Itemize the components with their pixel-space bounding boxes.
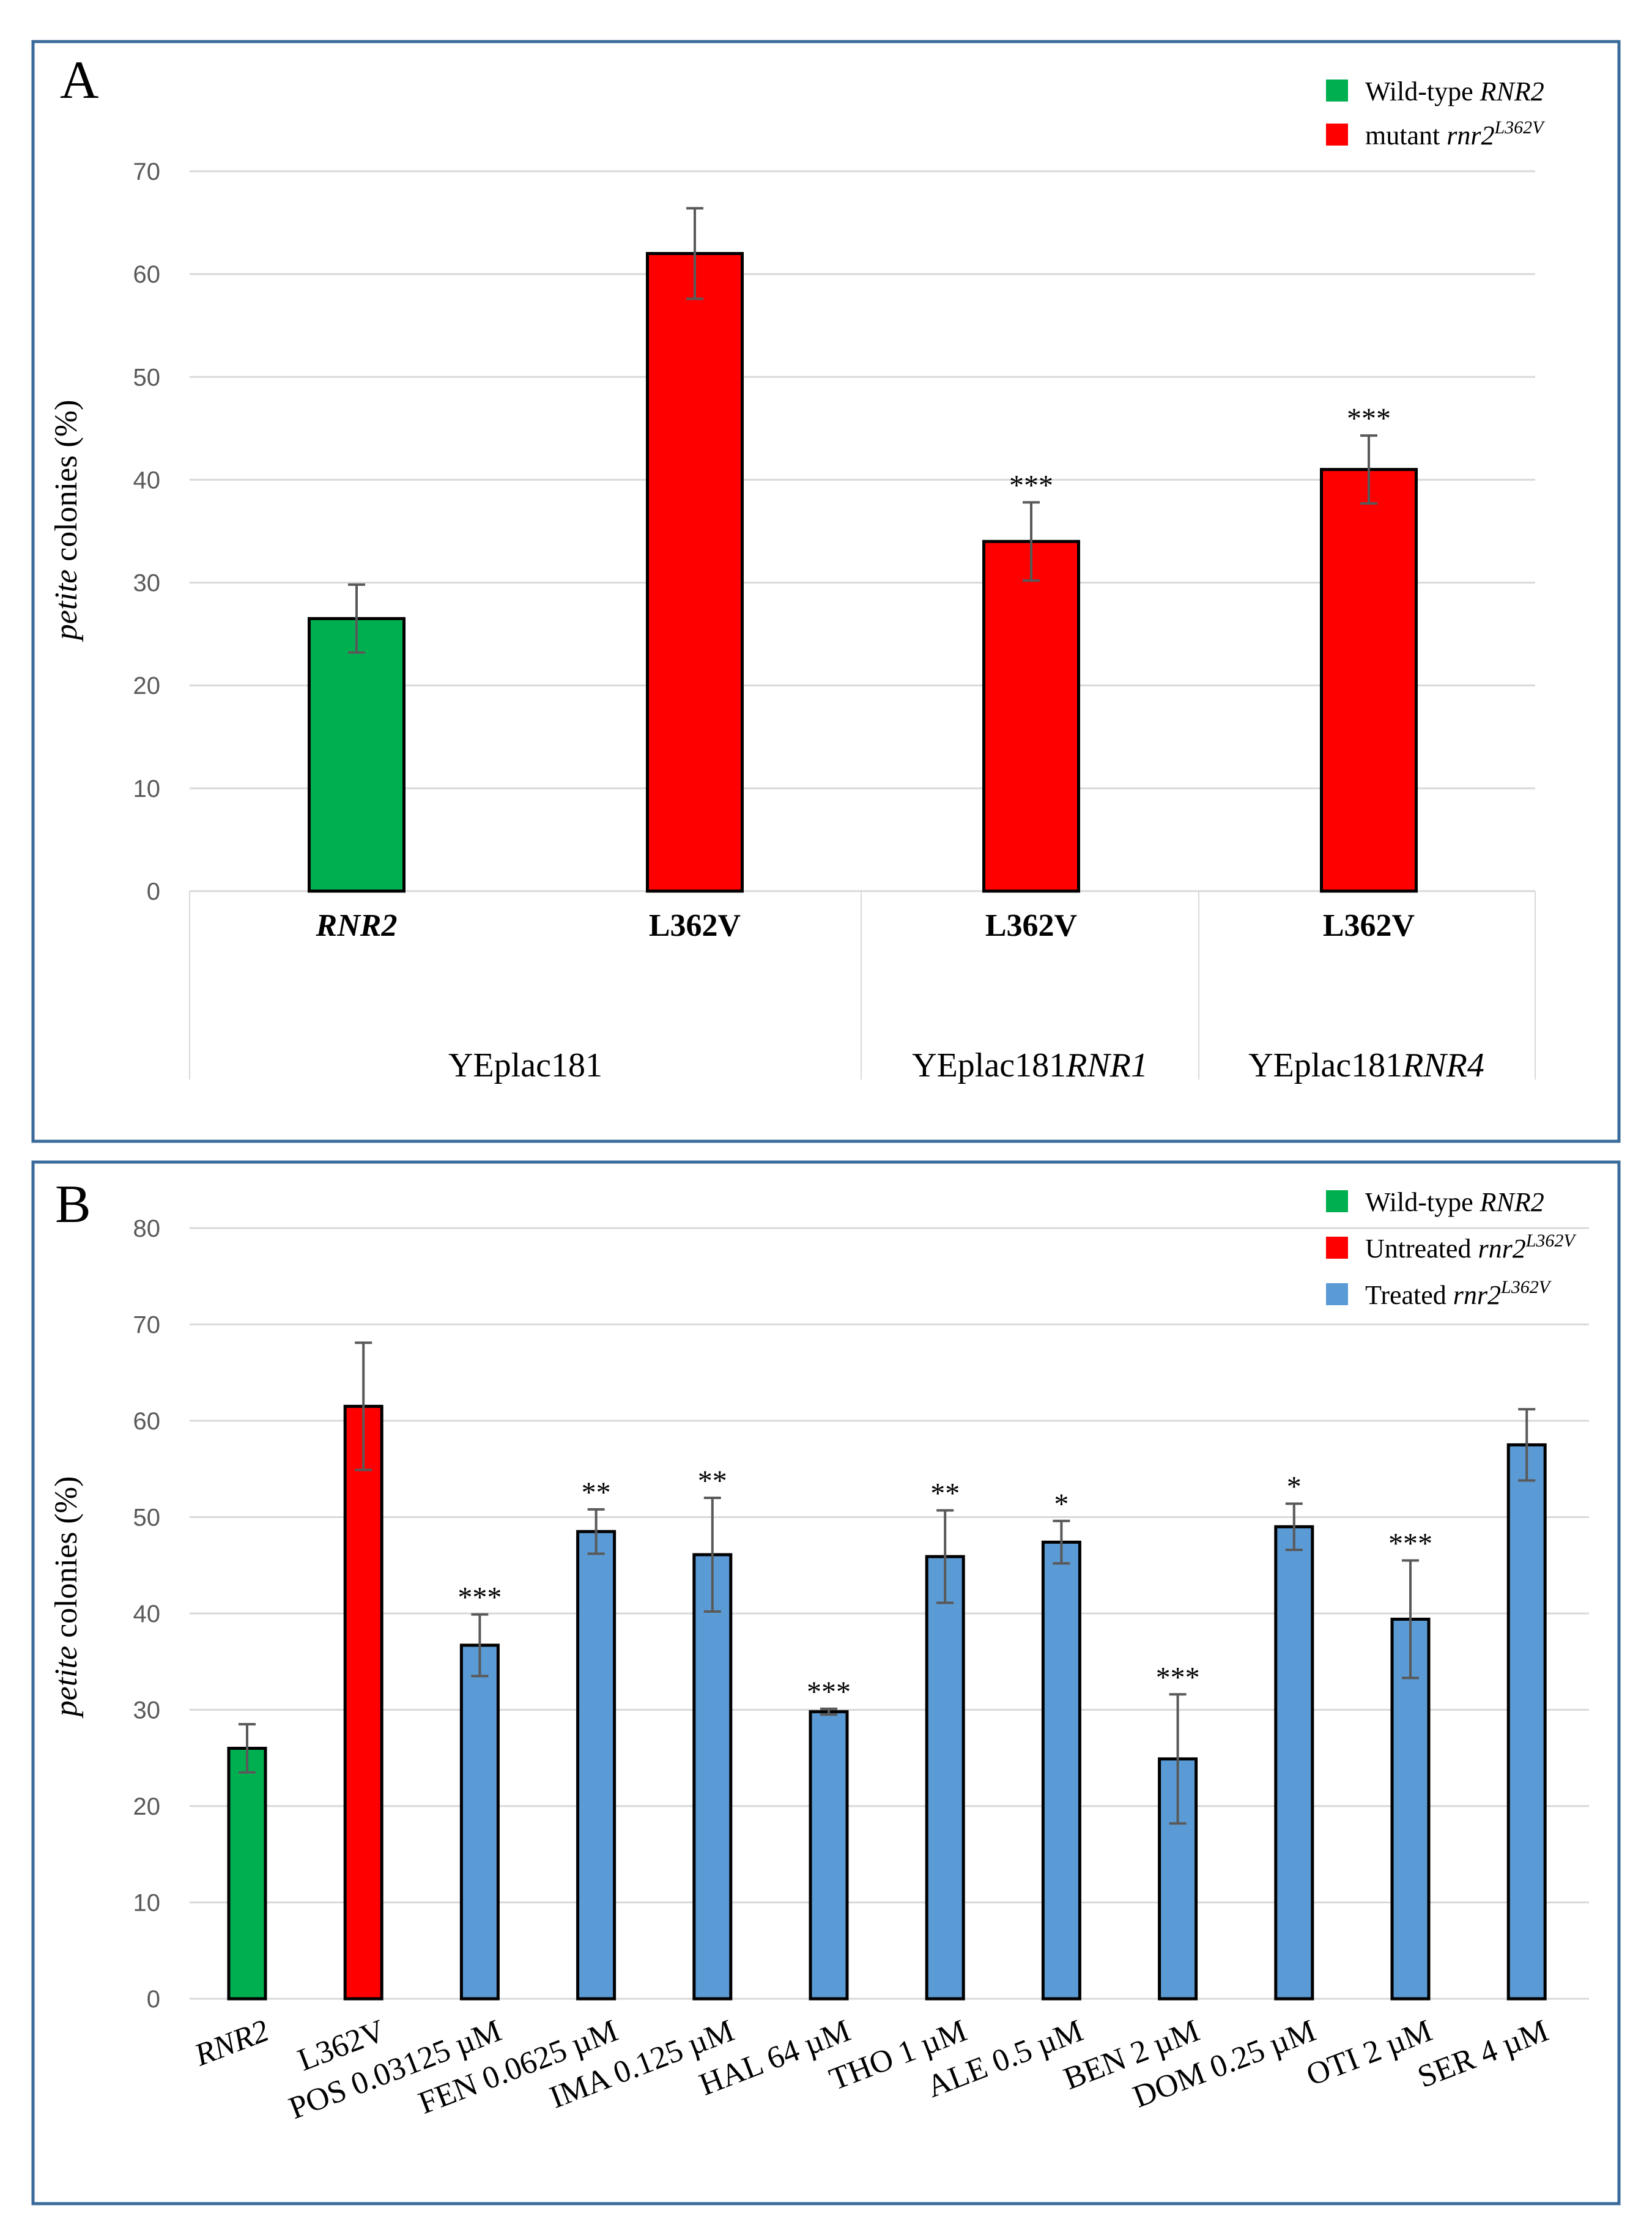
panel-a-ylabel-italic: petite <box>49 569 84 643</box>
panel-b-legend-swatch <box>1326 1237 1348 1259</box>
panel-b-significance-label: * <box>1054 1488 1069 1520</box>
panel-a-category-label: RNR2 <box>316 908 398 943</box>
panel-b-bar <box>343 1404 383 2001</box>
panel-b-bar <box>576 1530 617 2001</box>
panel-b-legend-italic: rnr2 <box>1453 1280 1501 1310</box>
panel-b-ytick-label: 20 <box>133 1793 161 1820</box>
panel-b-legend-italic: RNR2 <box>1480 1187 1544 1217</box>
panel-b-bar <box>1041 1540 1081 2001</box>
panel-a-legend-italic: rnr2 <box>1446 120 1494 150</box>
panel-b-legend-label: Wild-type RNR2 <box>1365 1187 1544 1217</box>
panel-a-bar <box>308 617 406 893</box>
panel-a-category-label: L362V <box>985 908 1077 943</box>
panel-b-ytick-label: 10 <box>133 1890 161 1917</box>
panel-b-ytick-label: 70 <box>133 1312 161 1339</box>
panel-b-category-label: SER 4 µM <box>1413 2013 1553 2095</box>
panel-b-significance-label: *** <box>807 1676 851 1708</box>
panel-a-ylabel: petite colonies (%) <box>49 400 84 643</box>
panel-a-ytick-label: 50 <box>133 364 161 391</box>
panel-b-ylabel-rest: colonies (%) <box>49 1476 84 1646</box>
panel-a-letter: A <box>60 51 99 110</box>
panel-b-legend-swatch <box>1326 1190 1348 1212</box>
panel-a-legend-swatch <box>1326 80 1348 102</box>
panel-b-significance-label: ** <box>698 1465 727 1497</box>
panel-b-legend-sup: L362V <box>1500 1277 1552 1297</box>
panel-b-legend-label: Treated rnr2L362V <box>1365 1277 1552 1310</box>
panel-b-ylabel-italic: petite <box>49 1646 84 1719</box>
panel-b-ytick-label: 30 <box>133 1697 161 1724</box>
panel-a-group-text: YEplac181 <box>1248 1046 1402 1084</box>
panel-a-ytick-label: 0 <box>147 878 160 905</box>
panel-b-significance-label: ** <box>930 1477 960 1509</box>
panel-b-bar <box>692 1553 733 2001</box>
panel-b-ytick-label: 40 <box>133 1601 161 1628</box>
panel-a-bar <box>982 539 1080 893</box>
panel-a-legend-text: Wild-type <box>1365 76 1480 106</box>
panel-a-group-italic: RNR1 <box>1065 1046 1148 1084</box>
panel-b-bar <box>1274 1525 1314 2001</box>
panel-a-group-italic: RNR4 <box>1402 1046 1484 1084</box>
panel-a-group-label: YEplac181RNR4 <box>1248 1046 1484 1084</box>
panel-b-category-label: RNR2 <box>190 2013 273 2073</box>
panel-a-ytick-label: 30 <box>133 570 161 597</box>
panel-a-legend-swatch <box>1326 124 1348 146</box>
panel-b-significance-label: ** <box>582 1476 611 1509</box>
panel-a-bar <box>1320 468 1418 893</box>
panel-b-ytick-label: 60 <box>133 1408 161 1435</box>
panel-b-legend-sup: L362V <box>1525 1231 1577 1251</box>
panel-b-ytick-label: 50 <box>133 1505 161 1531</box>
panel-a-group-text: YEplac181 <box>912 1046 1066 1084</box>
panel-b-bar <box>809 1710 849 2001</box>
panel-a-legend-label: Wild-type RNR2 <box>1365 76 1544 106</box>
panel-b-legend-italic: rnr2 <box>1478 1234 1525 1264</box>
panel-a-group-label: YEplac181RNR1 <box>912 1046 1148 1084</box>
panel-b-legend-label: Untreated rnr2L362V <box>1365 1231 1577 1264</box>
panel-b-bar <box>227 1747 267 2001</box>
panel-b-legend-text: Wild-type <box>1365 1187 1480 1217</box>
panel-b-significance-label: *** <box>1388 1527 1432 1560</box>
panel-a-category-label: L362V <box>1323 908 1415 943</box>
panel-a-group-label: YEplac181 <box>448 1046 602 1084</box>
panel-b-frame <box>31 1160 1621 2205</box>
panel-b-ytick-label: 80 <box>133 1215 161 1242</box>
panel-b-letter: B <box>55 1175 91 1234</box>
panel-b-category-label: OTI 2 µM <box>1302 2013 1437 2093</box>
panel-a-legend-sup: L362V <box>1494 117 1546 138</box>
panel-a-significance-label: *** <box>1347 402 1391 435</box>
panel-a-legend-italic: RNR2 <box>1480 76 1544 106</box>
panel-b-legend-swatch <box>1326 1283 1348 1305</box>
panel-b-legend-text: Treated <box>1365 1280 1453 1310</box>
panel-a-ytick-label: 20 <box>133 673 161 700</box>
panel-b-bar <box>925 1555 965 2001</box>
panel-a-bar <box>646 252 744 893</box>
panel-a-group-text: YEplac181 <box>448 1046 602 1084</box>
panel-a-ytick-label: 40 <box>133 467 161 494</box>
panel-a-ytick-label: 60 <box>133 261 161 288</box>
panel-a-legend-label: mutant rnr2L362V <box>1365 117 1546 150</box>
panel-b-bar <box>1506 1443 1547 2001</box>
panel-a-significance-label: *** <box>1009 469 1053 502</box>
panel-a-frame <box>31 40 1621 1143</box>
panel-a-legend-text: mutant <box>1365 120 1446 150</box>
panel-b-ylabel: petite colonies (%) <box>49 1476 84 1719</box>
panel-a-ytick-label: 70 <box>133 158 161 185</box>
panel-b-ytick-label: 0 <box>147 1986 160 2013</box>
panel-b-bar <box>1390 1617 1431 2001</box>
panel-a-ylabel-rest: colonies (%) <box>49 400 84 569</box>
panel-a-ytick-label: 10 <box>133 776 161 802</box>
panel-a-chart: 0 10 20 30 40 50 60 70 petite colonies (%) *** ***… <box>49 76 1546 1084</box>
panel-b-legend-text: Untreated <box>1365 1234 1478 1264</box>
panel-b-significance-label: * <box>1287 1470 1302 1503</box>
panel-a-category-label: L362V <box>649 908 741 943</box>
panel-b-significance-label: *** <box>1156 1661 1200 1694</box>
panel-b-bar <box>459 1643 500 2001</box>
panel-b-significance-label: *** <box>457 1582 502 1614</box>
